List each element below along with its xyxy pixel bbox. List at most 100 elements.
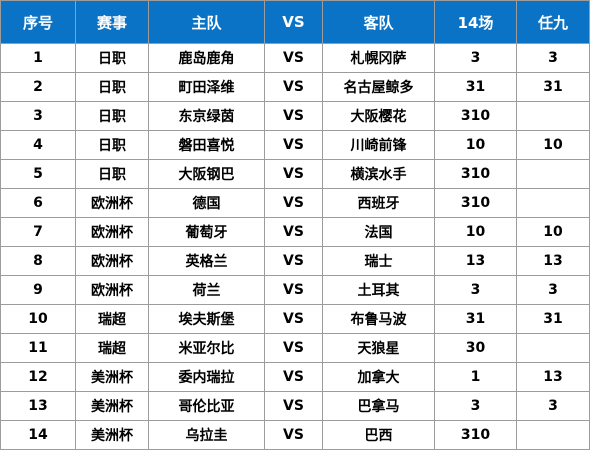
cell-away: 川崎前锋 (322, 130, 435, 160)
cell-r14: 310 (434, 188, 517, 218)
cell-home: 英格兰 (148, 246, 265, 276)
cell-vs: VS (264, 391, 323, 421)
table-row: 11 瑞超 米亚尔比 VS 天狼星 30 (0, 333, 590, 363)
cell-index: 1 (0, 43, 76, 73)
cell-r9: 3 (516, 275, 590, 305)
cell-home: 德国 (148, 188, 265, 218)
cell-home: 埃夫斯堡 (148, 304, 265, 334)
cell-away: 布鲁马波 (322, 304, 435, 334)
cell-r9: 31 (516, 304, 590, 334)
cell-vs: VS (264, 275, 323, 305)
cell-vs: VS (264, 217, 323, 247)
cell-r14: 31 (434, 304, 517, 334)
table-header: 序号 赛事 主队 VS 客队 14场 任九 (0, 0, 590, 44)
cell-home: 鹿岛鹿角 (148, 43, 265, 73)
cell-index: 8 (0, 246, 76, 276)
cell-r14: 310 (434, 159, 517, 189)
cell-r9: 3 (516, 391, 590, 421)
cell-event: 日职 (75, 130, 149, 160)
cell-home: 町田泽维 (148, 72, 265, 102)
header-home: 主队 (148, 0, 265, 44)
cell-r14: 1 (434, 362, 517, 392)
cell-index: 4 (0, 130, 76, 160)
cell-vs: VS (264, 101, 323, 131)
table-row: 14 美洲杯 乌拉圭 VS 巴西 310 (0, 420, 590, 450)
cell-away: 札幌冈萨 (322, 43, 435, 73)
table-row: 5 日职 大阪钢巴 VS 横滨水手 310 (0, 159, 590, 189)
table-row: 12 美洲杯 委内瑞拉 VS 加拿大 1 13 (0, 362, 590, 392)
cell-r14: 3 (434, 275, 517, 305)
cell-away: 巴拿马 (322, 391, 435, 421)
cell-index: 3 (0, 101, 76, 131)
cell-home: 东京绿茵 (148, 101, 265, 131)
cell-home: 米亚尔比 (148, 333, 265, 363)
cell-vs: VS (264, 130, 323, 160)
table-row: 8 欧洲杯 英格兰 VS 瑞士 13 13 (0, 246, 590, 276)
cell-index: 13 (0, 391, 76, 421)
cell-index: 11 (0, 333, 76, 363)
cell-vs: VS (264, 159, 323, 189)
cell-index: 7 (0, 217, 76, 247)
header-r14: 14场 (434, 0, 517, 44)
cell-r14: 30 (434, 333, 517, 363)
table-row: 6 欧洲杯 德国 VS 西班牙 310 (0, 188, 590, 218)
cell-event: 欧洲杯 (75, 188, 149, 218)
table-row: 2 日职 町田泽维 VS 名古屋鲸多 31 31 (0, 72, 590, 102)
cell-event: 日职 (75, 43, 149, 73)
table-row: 1 日职 鹿岛鹿角 VS 札幌冈萨 3 3 (0, 43, 590, 73)
table-row: 7 欧洲杯 葡萄牙 VS 法国 10 10 (0, 217, 590, 247)
cell-index: 12 (0, 362, 76, 392)
header-r9: 任九 (516, 0, 590, 44)
header-vs: VS (264, 0, 323, 44)
cell-vs: VS (264, 333, 323, 363)
cell-r14: 13 (434, 246, 517, 276)
cell-r9: 10 (516, 217, 590, 247)
cell-event: 美洲杯 (75, 420, 149, 450)
cell-r9: 10 (516, 130, 590, 160)
cell-event: 瑞超 (75, 304, 149, 334)
cell-home: 葡萄牙 (148, 217, 265, 247)
table-row: 9 欧洲杯 荷兰 VS 土耳其 3 3 (0, 275, 590, 305)
header-index: 序号 (0, 0, 76, 44)
cell-vs: VS (264, 362, 323, 392)
cell-home: 委内瑞拉 (148, 362, 265, 392)
cell-event: 美洲杯 (75, 391, 149, 421)
header-event: 赛事 (75, 0, 149, 44)
cell-event: 欧洲杯 (75, 275, 149, 305)
cell-index: 5 (0, 159, 76, 189)
cell-home: 乌拉圭 (148, 420, 265, 450)
cell-away: 加拿大 (322, 362, 435, 392)
cell-vs: VS (264, 246, 323, 276)
table-row: 3 日职 东京绿茵 VS 大阪樱花 310 (0, 101, 590, 131)
table-row: 10 瑞超 埃夫斯堡 VS 布鲁马波 31 31 (0, 304, 590, 334)
cell-index: 6 (0, 188, 76, 218)
cell-away: 横滨水手 (322, 159, 435, 189)
cell-vs: VS (264, 43, 323, 73)
cell-home: 荷兰 (148, 275, 265, 305)
cell-event: 瑞超 (75, 333, 149, 363)
cell-r9 (516, 420, 590, 450)
cell-r14: 310 (434, 420, 517, 450)
cell-r9 (516, 159, 590, 189)
cell-event: 美洲杯 (75, 362, 149, 392)
cell-home: 大阪钢巴 (148, 159, 265, 189)
cell-home: 哥伦比亚 (148, 391, 265, 421)
cell-r14: 31 (434, 72, 517, 102)
cell-index: 9 (0, 275, 76, 305)
cell-home: 磐田喜悦 (148, 130, 265, 160)
cell-away: 名古屋鲸多 (322, 72, 435, 102)
cell-r9: 13 (516, 246, 590, 276)
cell-event: 欧洲杯 (75, 246, 149, 276)
cell-vs: VS (264, 188, 323, 218)
cell-away: 土耳其 (322, 275, 435, 305)
cell-r9: 3 (516, 43, 590, 73)
table-row: 13 美洲杯 哥伦比亚 VS 巴拿马 3 3 (0, 391, 590, 421)
cell-r14: 3 (434, 43, 517, 73)
cell-away: 大阪樱花 (322, 101, 435, 131)
cell-r14: 310 (434, 101, 517, 131)
cell-away: 法国 (322, 217, 435, 247)
cell-index: 10 (0, 304, 76, 334)
cell-away: 西班牙 (322, 188, 435, 218)
table-row: 4 日职 磐田喜悦 VS 川崎前锋 10 10 (0, 130, 590, 160)
